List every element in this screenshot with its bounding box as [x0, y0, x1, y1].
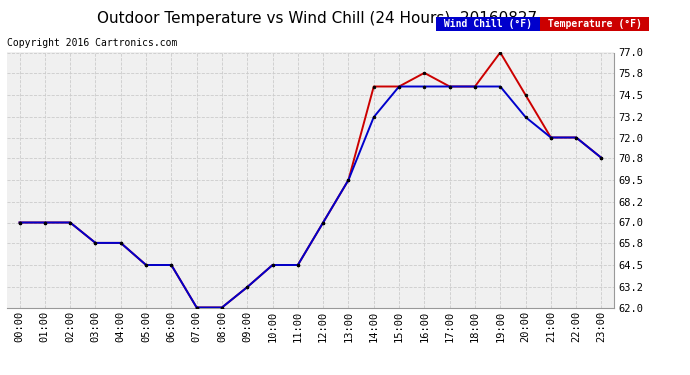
Text: Temperature (°F): Temperature (°F) — [542, 20, 647, 29]
Text: Wind Chill (°F): Wind Chill (°F) — [438, 20, 538, 29]
Text: Outdoor Temperature vs Wind Chill (24 Hours)  20160827: Outdoor Temperature vs Wind Chill (24 Ho… — [97, 11, 538, 26]
Text: Copyright 2016 Cartronics.com: Copyright 2016 Cartronics.com — [7, 38, 177, 48]
